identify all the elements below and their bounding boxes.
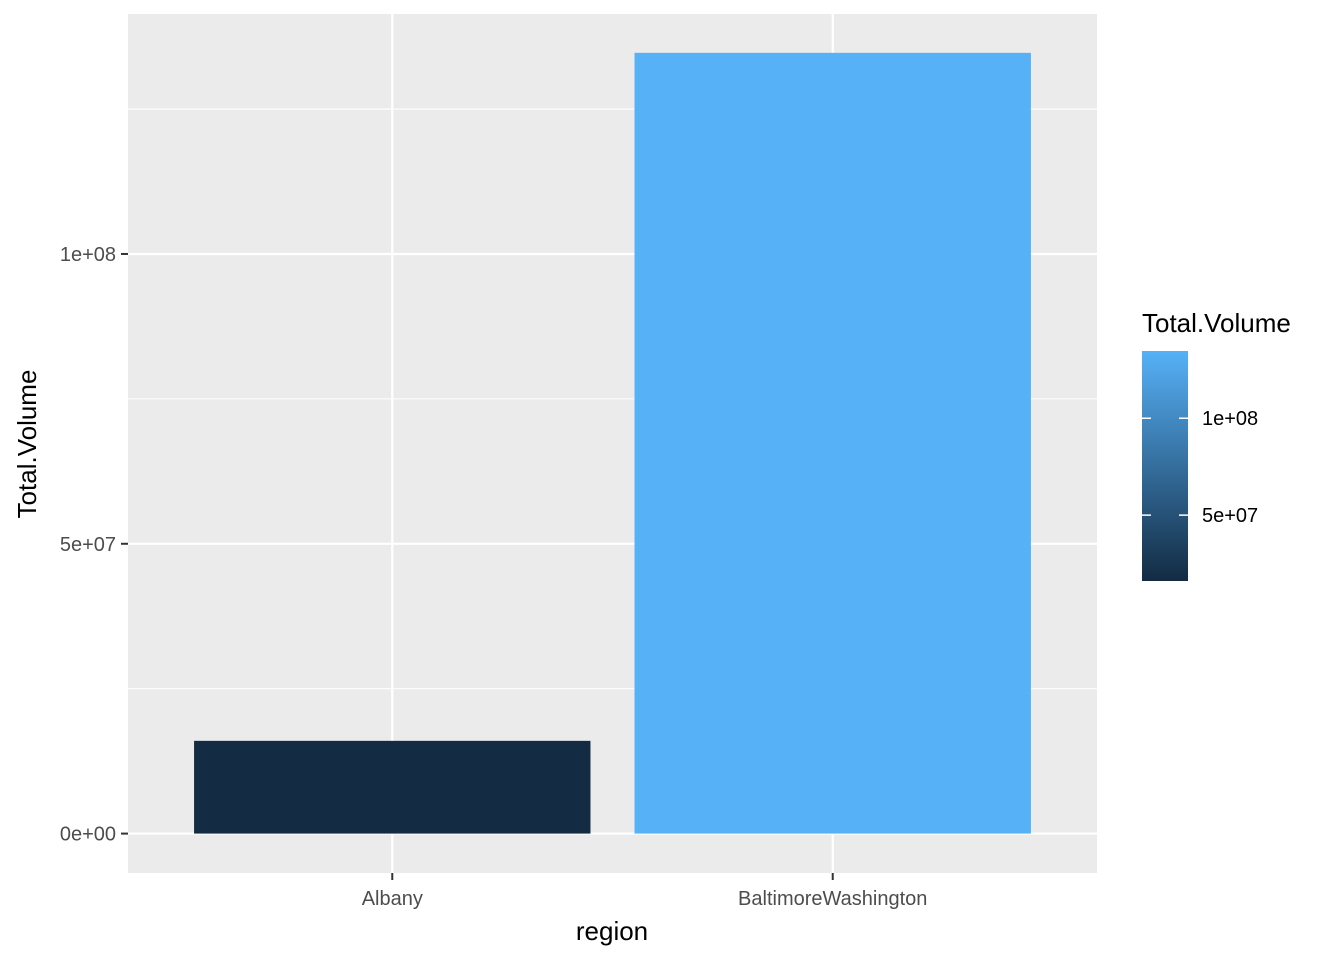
bars xyxy=(194,52,1031,834)
bar-albany xyxy=(194,740,591,834)
x-axis: Albany BaltimoreWashington xyxy=(362,873,927,910)
x-tick-label: BaltimoreWashington xyxy=(738,888,927,910)
bar-baltimorewashington xyxy=(634,52,1031,834)
y-tick-label: 1e+08 xyxy=(60,244,116,266)
x-axis-title: region xyxy=(576,916,648,946)
y-axis: 0e+00 5e+07 1e+08 xyxy=(60,244,128,846)
legend-colorbar xyxy=(1142,351,1188,581)
y-axis-title: Total.Volume xyxy=(12,370,42,519)
legend: Total.Volume 5e+07 1e+08 xyxy=(1142,308,1291,581)
legend-label: 5e+07 xyxy=(1202,505,1258,527)
y-tick-label: 0e+00 xyxy=(60,824,116,846)
legend-label: 1e+08 xyxy=(1202,408,1258,430)
legend-title: Total.Volume xyxy=(1142,308,1291,338)
y-tick-label: 5e+07 xyxy=(60,534,116,556)
x-tick-label: Albany xyxy=(362,888,423,910)
